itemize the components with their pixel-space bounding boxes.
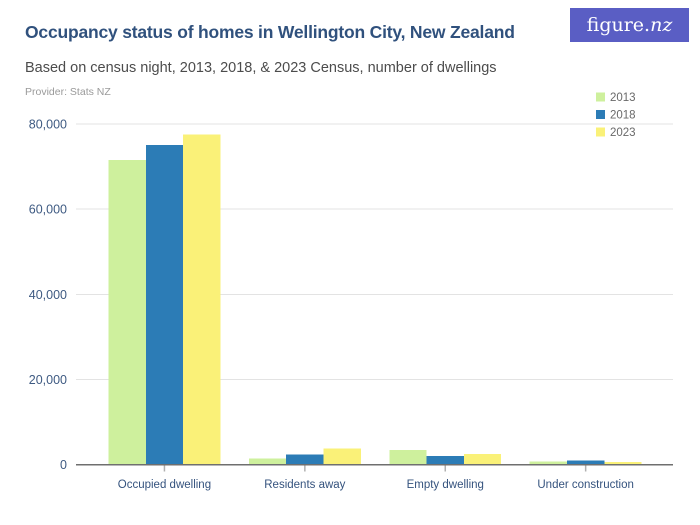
legend-swatch-2023: [596, 127, 605, 137]
legend-swatch-2013: [596, 92, 605, 102]
figurenz-logo[interactable]: figure. nz: [570, 8, 689, 42]
y-axis-tick-label: 0: [60, 458, 67, 472]
legend-label-2023: 2023: [610, 127, 636, 139]
legend-swatch-2018: [596, 110, 605, 119]
y-axis-tick-label: 60,000: [29, 203, 67, 217]
legend-label-2018: 2018: [610, 110, 636, 122]
chart-subtitle: Based on census night, 2013, 2018, & 202…: [25, 60, 497, 76]
bar-2018-residents-away[interactable]: [286, 454, 324, 465]
figurenz-logo-text-nz: nz: [650, 13, 673, 36]
bar-2013-under-construction[interactable]: [529, 461, 567, 465]
figurenz-logo-text: figure.: [586, 13, 651, 36]
x-axis-category-label: Residents away: [264, 479, 345, 491]
bar-2018-under-construction[interactable]: [567, 460, 605, 465]
bar-2023-residents-away[interactable]: [323, 448, 361, 465]
bar-2013-occupied-dwelling[interactable]: [108, 160, 146, 465]
y-axis-tick-label: 40,000: [29, 288, 67, 302]
x-axis-category-label: Occupied dwelling: [118, 479, 211, 491]
y-axis-tick-label: 20,000: [29, 373, 67, 387]
bar-2023-occupied-dwelling[interactable]: [183, 134, 221, 465]
bar-2018-occupied-dwelling[interactable]: [145, 144, 184, 465]
provider-label: Provider: Stats NZ: [25, 86, 111, 98]
bar-2023-under-construction[interactable]: [604, 461, 642, 465]
legend-label-2013: 2013: [610, 92, 636, 104]
x-axis-category-label: Under construction: [537, 479, 634, 491]
chart-title: Occupancy status of homes in Wellington …: [25, 22, 515, 42]
bar-2013-empty-dwelling[interactable]: [389, 450, 427, 465]
y-axis-tick-label: 80,000: [29, 118, 67, 132]
bar-2013-residents-away[interactable]: [248, 458, 287, 465]
bar-2023-empty-dwelling[interactable]: [463, 453, 502, 465]
bar-2018-empty-dwelling[interactable]: [426, 456, 464, 465]
x-axis-category-label: Empty dwelling: [407, 479, 484, 491]
